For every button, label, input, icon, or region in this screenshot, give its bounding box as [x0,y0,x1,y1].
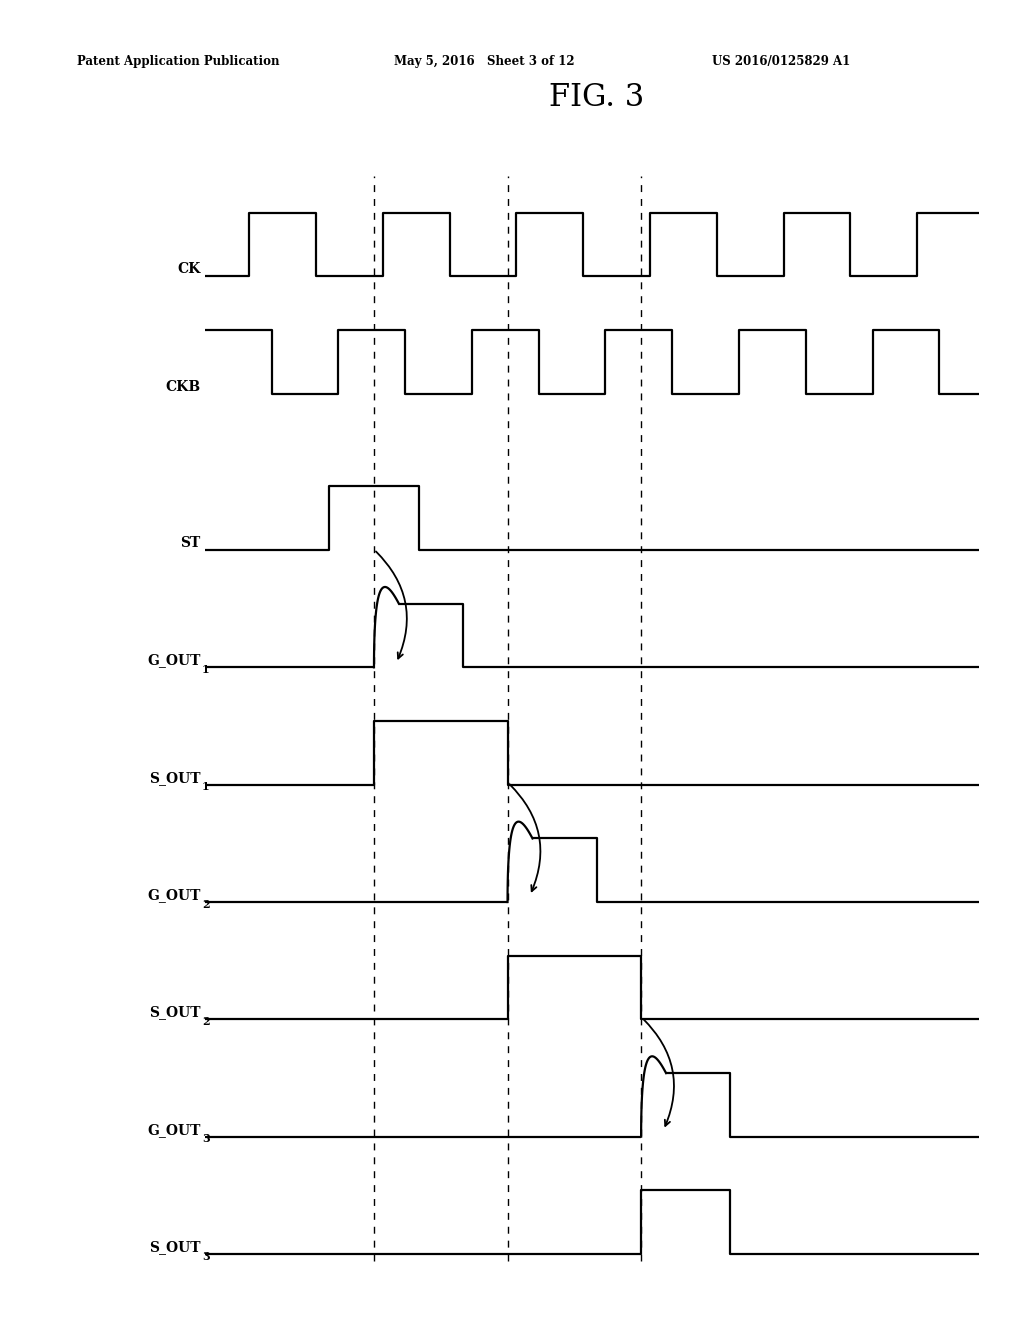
Text: 2: 2 [202,899,210,909]
Text: S_OUT: S_OUT [148,771,201,784]
Text: FIG. 3: FIG. 3 [549,82,644,114]
Text: 3: 3 [202,1134,210,1144]
Text: 1: 1 [202,664,210,675]
Text: S_OUT: S_OUT [148,1006,201,1019]
Text: 1: 1 [202,781,210,792]
Text: CKB: CKB [165,380,201,393]
Text: S_OUT: S_OUT [148,1239,201,1254]
Text: ST: ST [180,536,201,550]
Text: G_OUT: G_OUT [147,888,201,902]
Text: US 2016/0125829 A1: US 2016/0125829 A1 [712,55,850,69]
Text: 2: 2 [202,1016,210,1027]
Text: Patent Application Publication: Patent Application Publication [77,55,280,69]
Text: G_OUT: G_OUT [147,653,201,668]
Text: May 5, 2016   Sheet 3 of 12: May 5, 2016 Sheet 3 of 12 [394,55,574,69]
Text: 3: 3 [202,1251,210,1262]
Text: CK: CK [177,263,201,276]
Text: G_OUT: G_OUT [147,1123,201,1137]
